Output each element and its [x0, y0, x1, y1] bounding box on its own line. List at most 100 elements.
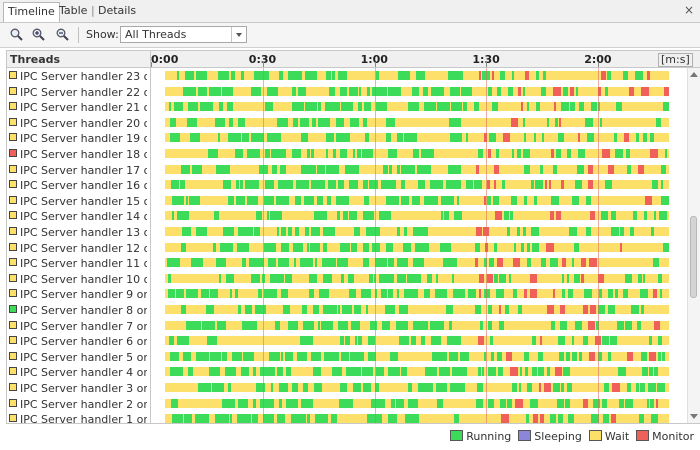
running-segment [413, 320, 429, 330]
thread-timeline[interactable] [151, 193, 669, 208]
thread-timeline[interactable] [151, 302, 669, 317]
thread-row[interactable]: IPC Server handler 20 o... [7, 115, 688, 130]
running-segment [650, 414, 658, 423]
scrollbar-thumb[interactable] [690, 216, 697, 298]
threads-column-header[interactable]: Threads [10, 53, 61, 66]
thread-row[interactable]: IPC Server handler 5 on... [7, 349, 688, 364]
tab-timeline[interactable]: Timeline [3, 2, 60, 22]
running-segment [249, 258, 265, 268]
thread-timeline[interactable] [151, 68, 669, 83]
thread-timeline[interactable] [151, 396, 669, 411]
running-segment [448, 117, 461, 127]
thread-row[interactable]: IPC Server handler 18 o... [7, 146, 688, 161]
thread-row[interactable]: IPC Server handler 7 on... [7, 318, 688, 333]
thread-timeline[interactable] [151, 130, 669, 145]
monitor-segment [475, 164, 479, 174]
thread-row[interactable]: IPC Server handler 10 o... [7, 271, 688, 286]
running-segment [172, 211, 175, 221]
thread-timeline[interactable] [151, 349, 669, 364]
running-segment [361, 149, 373, 158]
thread-row[interactable]: IPC Server handler 21 o... [7, 99, 688, 114]
running-segment [590, 414, 599, 423]
running-segment [496, 289, 505, 299]
thread-timeline[interactable] [151, 271, 669, 286]
thread-timeline[interactable] [151, 255, 669, 270]
running-segment [235, 195, 245, 205]
running-segment [531, 180, 535, 190]
running-segment [301, 133, 309, 143]
thread-timeline[interactable] [151, 380, 669, 395]
thread-timeline[interactable] [151, 162, 669, 177]
column-divider[interactable] [150, 51, 151, 423]
thread-row[interactable]: IPC Server handler 1 on... [7, 411, 688, 423]
thread-row[interactable]: IPC Server handler 15 o... [7, 193, 688, 208]
running-segment [376, 71, 380, 80]
show-threads-select[interactable]: All Threads [120, 26, 247, 43]
thread-row[interactable]: IPC Server handler 3 on... [7, 380, 688, 395]
thread-row[interactable]: IPC Server handler 23 o... [7, 68, 688, 83]
running-segment [397, 258, 409, 268]
running-segment [477, 149, 483, 158]
running-segment [382, 164, 388, 174]
thread-name: IPC Server handler 6 on... [9, 335, 147, 348]
thread-timeline[interactable] [151, 240, 669, 255]
scroll-down-icon[interactable] [690, 414, 698, 419]
thread-row[interactable]: IPC Server handler 17 o... [7, 162, 688, 177]
thread-row[interactable]: IPC Server handler 2 on... [7, 396, 688, 411]
running-segment [180, 305, 186, 314]
running-segment [227, 102, 234, 112]
zoom-out-icon[interactable] [56, 28, 69, 41]
running-segment [200, 102, 214, 112]
running-segment [496, 86, 501, 96]
thread-timeline[interactable] [151, 177, 669, 192]
thread-row[interactable]: IPC Server handler 11 o... [7, 255, 688, 270]
thread-name: IPC Server handler 16 o... [9, 179, 147, 192]
thread-timeline[interactable] [151, 286, 669, 301]
legend-swatch [518, 430, 532, 441]
thread-row[interactable]: IPC Server handler 4 on... [7, 364, 688, 379]
thread-row[interactable]: IPC Server handler 16 o... [7, 177, 688, 192]
wait-segment [165, 211, 669, 221]
running-segment [376, 367, 385, 377]
thread-name: IPC Server handler 21 o... [9, 101, 147, 114]
tab-table[interactable]: Table [59, 4, 88, 17]
running-segment [555, 149, 561, 158]
thread-row[interactable]: IPC Server handler 8 on... [7, 302, 688, 317]
thread-timeline[interactable] [151, 318, 669, 333]
running-segment [489, 133, 497, 143]
running-segment [447, 164, 461, 174]
thread-row[interactable]: IPC Server handler 12 o... [7, 240, 688, 255]
thread-timeline[interactable] [151, 364, 669, 379]
thread-row[interactable]: IPC Server handler 14 o... [7, 208, 688, 223]
thread-row[interactable]: IPC Server handler 19 o... [7, 130, 688, 145]
running-segment [308, 273, 317, 283]
running-segment [253, 227, 260, 236]
tab-details[interactable]: Details [98, 4, 137, 17]
thread-timeline[interactable] [151, 333, 669, 348]
thread-row[interactable]: IPC Server handler 6 on... [7, 333, 688, 348]
thread-timeline[interactable] [151, 115, 669, 130]
running-segment [516, 149, 521, 158]
scroll-up-icon[interactable] [690, 72, 698, 77]
zoom-in-icon[interactable] [32, 28, 45, 41]
thread-timeline[interactable] [151, 208, 669, 223]
running-segment [440, 242, 451, 252]
zoom-reset-icon[interactable] [10, 28, 23, 41]
thread-timeline[interactable] [151, 411, 669, 423]
monitor-segment [495, 211, 503, 221]
chevron-down-icon[interactable] [231, 27, 246, 42]
running-segment [344, 164, 359, 174]
thread-timeline[interactable] [151, 146, 669, 161]
thread-row[interactable]: IPC Server handler 13 o... [7, 224, 688, 239]
legend-item-sleeping: Sleeping [518, 430, 582, 443]
running-segment [563, 367, 571, 377]
thread-timeline[interactable] [151, 84, 669, 99]
running-segment [435, 289, 448, 299]
thread-row[interactable]: IPC Server handler 22 o... [7, 84, 688, 99]
thread-timeline[interactable] [151, 224, 669, 239]
vertical-scrollbar[interactable] [687, 68, 700, 423]
thread-timeline[interactable] [151, 99, 669, 114]
thread-row[interactable]: IPC Server handler 9 on... [7, 286, 688, 301]
close-icon[interactable]: × [683, 3, 694, 17]
running-segment [363, 211, 375, 221]
